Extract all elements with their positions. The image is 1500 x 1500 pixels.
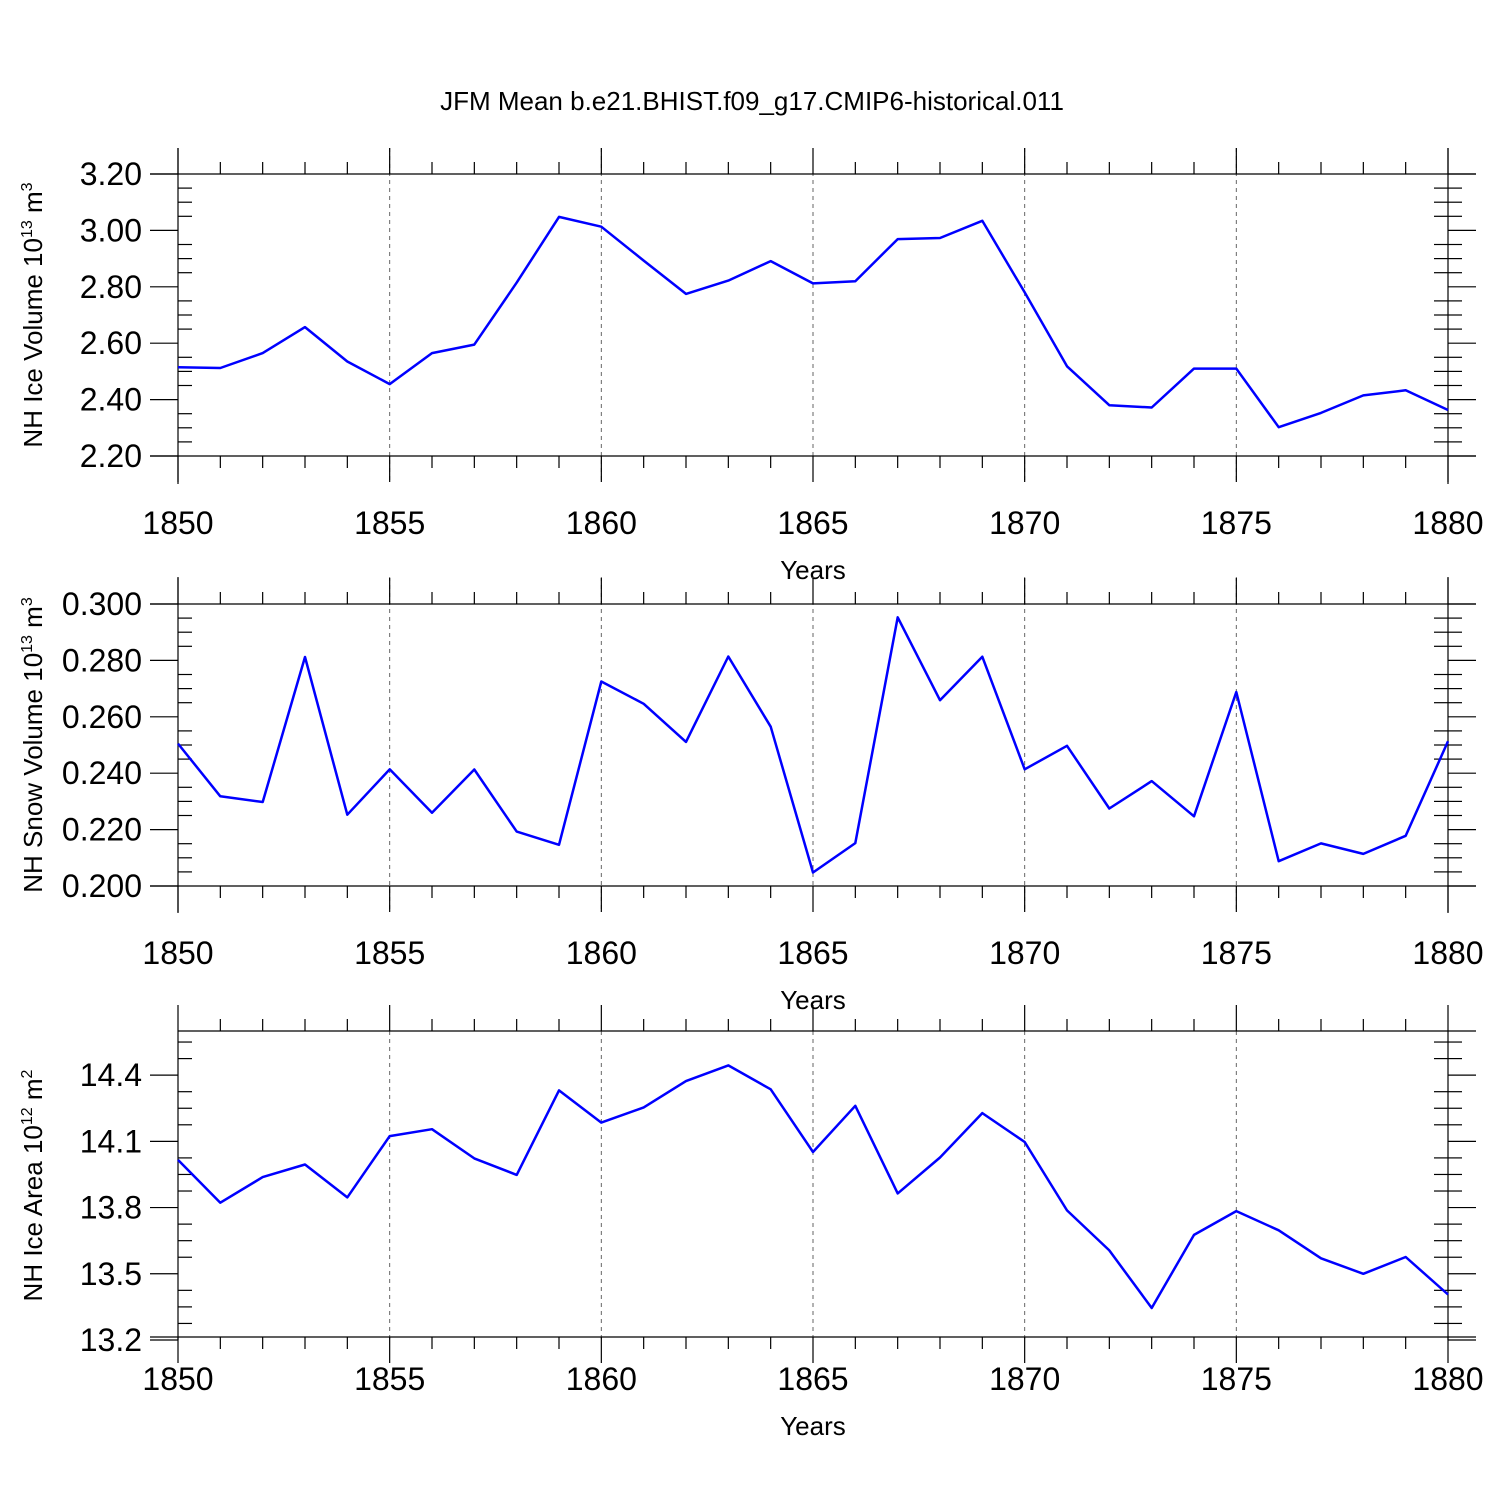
y-axis-label: NH Ice Area 1012 m2 [18, 1069, 48, 1301]
y-tick-label: 13.5 [80, 1256, 142, 1292]
x-axis-label: Years [780, 1411, 846, 1441]
y-tick-label: 2.20 [80, 438, 142, 474]
x-tick-label: 1875 [1201, 505, 1272, 541]
y-tick-label: 3.00 [80, 212, 142, 248]
x-tick-label: 1875 [1201, 935, 1272, 971]
x-tick-label: 1850 [142, 505, 213, 541]
chart-panels: 2.20 2.40 2.60 2.80 3.00 3.20 1850 1855 1860 1865… [18, 148, 1484, 1441]
x-tick-label: 1880 [1412, 1361, 1483, 1397]
x-tick-label: 1860 [566, 505, 637, 541]
series-line [177, 1064, 1449, 1310]
x-tick-label: 1855 [354, 935, 425, 971]
x-tick-label: 1855 [354, 1361, 425, 1397]
x-tick-label: 1850 [142, 935, 213, 971]
x-tick-label: 1850 [142, 1361, 213, 1397]
y-tick-label: 2.40 [80, 382, 142, 418]
x-tick-label: 1870 [989, 935, 1060, 971]
series-line [177, 616, 1450, 874]
x-tick-label: 1870 [989, 1361, 1060, 1397]
chart-ice-volume: 2.20 2.40 2.60 2.80 3.00 3.20 1850 1855 1860 1865… [18, 148, 1484, 585]
y-tick-label: 0.300 [62, 586, 142, 622]
x-tick-label: 1865 [777, 935, 848, 971]
x-tick-label: 1860 [566, 1361, 637, 1397]
x-tick-label: 1880 [1412, 505, 1483, 541]
series-line [177, 215, 1449, 429]
y-tick-label: 14.4 [80, 1057, 142, 1093]
y-tick-label: 0.240 [62, 755, 142, 791]
x-tick-label: 1880 [1412, 935, 1483, 971]
y-axis-label: NH Snow Volume 1013 m3 [18, 597, 48, 893]
figure-title: JFM Mean b.e21.BHIST.f09_g17.CMIP6-histo… [440, 86, 1064, 116]
y-tick-label: 0.260 [62, 699, 142, 735]
y-tick-label: 3.20 [80, 156, 142, 192]
y-axis-label: NH Ice Volume 1013 m3 [18, 182, 48, 447]
y-tick-label: 13.8 [80, 1190, 142, 1226]
y-tick-label: 0.200 [62, 868, 142, 904]
y-tick-label: 2.80 [80, 269, 142, 305]
y-tick-label: 0.280 [62, 642, 142, 678]
y-tick-label: 14.1 [80, 1123, 142, 1159]
y-tick-label: 2.60 [80, 325, 142, 361]
x-tick-label: 1870 [989, 505, 1060, 541]
y-tick-label: 0.220 [62, 812, 142, 848]
chart-snow-volume: 0.200 0.220 0.240 0.260 0.280 0.300 1850 1855 18… [18, 577, 1484, 1015]
x-tick-label: 1865 [777, 1361, 848, 1397]
x-tick-label: 1860 [566, 935, 637, 971]
x-tick-label: 1865 [777, 505, 848, 541]
chart-ice-area: 13.2 13.5 13.8 14.1 14.4 1850 1855 1860 1865 1870… [18, 1005, 1484, 1441]
y-tick-label: 13.2 [80, 1322, 142, 1358]
x-tick-label: 1855 [354, 505, 425, 541]
x-tick-label: 1875 [1201, 1361, 1272, 1397]
